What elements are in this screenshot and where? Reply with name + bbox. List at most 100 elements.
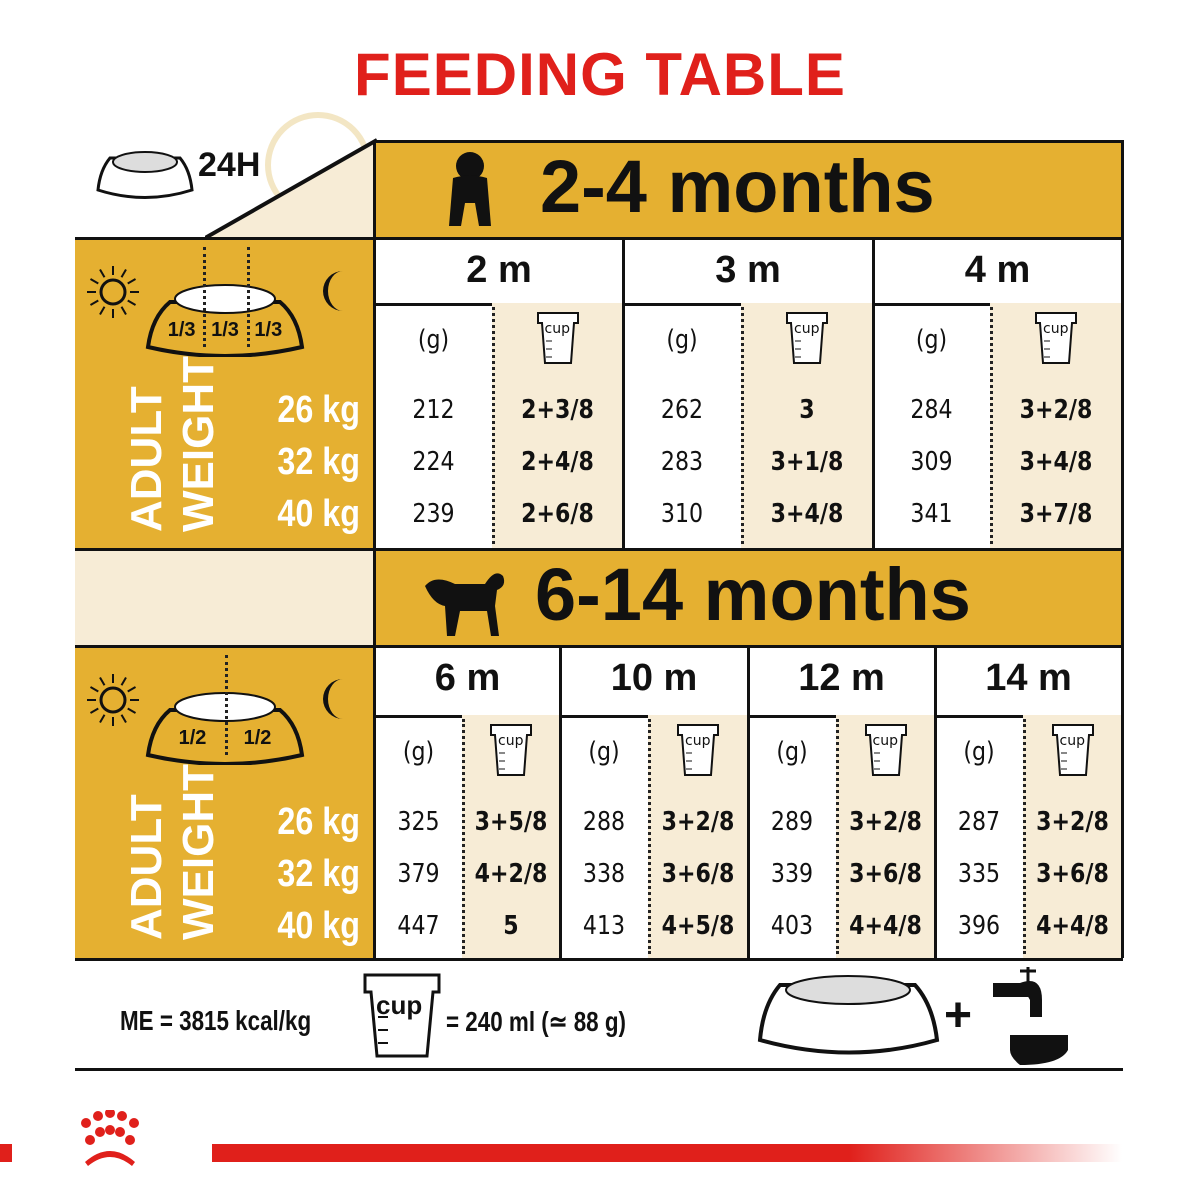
cup-label: cup [685, 733, 711, 749]
grams-value: 310 [660, 499, 704, 529]
adult-dog-silhouette-icon [425, 573, 505, 636]
cups-value: 2+4/8 [521, 447, 594, 477]
cups-value: 4+4/8 [849, 911, 922, 941]
portion-panel: ADULT WEIGHT [75, 237, 375, 548]
footer-bottom-rule [75, 1068, 1123, 1071]
rule [75, 237, 1123, 240]
grams-value: 339 [770, 859, 814, 889]
column-divider [1023, 719, 1026, 954]
grams-value: 283 [660, 447, 704, 477]
page-title: FEEDING TABLE [354, 41, 846, 108]
measuring-cup-icon: cup [362, 972, 442, 1058]
cups-value: 4+5/8 [661, 911, 735, 941]
grams-value: 224 [412, 447, 455, 477]
grams-value: 413 [582, 911, 626, 941]
grams-value: 403 [770, 911, 814, 941]
duration-label: 24H [198, 146, 261, 184]
grams-value: 239 [412, 499, 455, 529]
weight-label: WEIGHT [174, 764, 223, 940]
royal-canin-crown-logo [81, 1110, 139, 1166]
grams-value: 289 [770, 807, 814, 837]
cups-value: 3 [799, 395, 815, 425]
measuring-cup-icon: cup [864, 723, 908, 777]
cups-value: 3+4/8 [1019, 447, 1093, 477]
grams-value: 287 [957, 807, 1001, 837]
cups-value: 2+6/8 [521, 499, 594, 529]
column-divider [462, 719, 465, 954]
cup-label: cup [498, 733, 524, 749]
column-rule [934, 645, 937, 958]
band-label: 6-14 months [535, 553, 971, 636]
cup-label: cup [1059, 733, 1085, 749]
cups-value: 3+6/8 [849, 859, 922, 889]
adult-label: ADULT [122, 386, 171, 532]
measuring-cup-icon: cup [676, 723, 720, 777]
water-tap-icon [993, 967, 1068, 1065]
grams-header: (g) [588, 737, 620, 767]
age-column-header: 12 m [798, 657, 885, 699]
cups-value: 5 [503, 911, 519, 941]
moon-icon [323, 271, 343, 311]
cup-label: cup [794, 321, 820, 337]
cups-value: 3+1/8 [770, 447, 844, 477]
grams-value: 284 [910, 395, 953, 425]
weight-value: 40 kg [277, 493, 360, 535]
grams-value: 396 [957, 911, 1001, 941]
cups-value: 3+5/8 [474, 807, 548, 837]
cup-label: cup [1043, 321, 1069, 337]
cups-value: 2+3/8 [521, 395, 594, 425]
weight-value: 32 kg [277, 853, 360, 895]
column-rule [1121, 140, 1124, 548]
portion-fraction: 1/3 [211, 319, 239, 341]
portioned-bowl-icon [145, 284, 305, 357]
food-bowl-icon [96, 151, 194, 199]
measuring-cup-icon: cup [785, 311, 829, 365]
grams-value: 379 [397, 859, 440, 889]
portion-fraction: 1/2 [243, 727, 272, 749]
moon-icon [323, 679, 343, 719]
weight-value: 26 kg [277, 389, 360, 431]
weight-value: 26 kg [277, 801, 360, 843]
column-divider [990, 307, 993, 544]
age-band: 6-14 months [375, 548, 1122, 645]
grams-value: 325 [397, 807, 440, 837]
age-column-header: 4 m [964, 249, 1031, 291]
cup-label: cup [872, 733, 898, 749]
portion-divider [225, 655, 228, 755]
age-column-header: 3 m [715, 249, 781, 291]
grams-header: (g) [402, 737, 435, 767]
cups-value: 4+2/8 [474, 859, 548, 889]
grams-header: (g) [417, 325, 450, 355]
weight-value: 40 kg [277, 905, 360, 947]
grams-value: 335 [957, 859, 1001, 889]
cups-value: 4+4/8 [1036, 911, 1109, 941]
sun-icon [87, 674, 139, 726]
grams-value: 212 [412, 395, 455, 425]
rule [75, 548, 1123, 551]
portion-divider [246, 247, 250, 347]
grams-value: 341 [910, 499, 953, 529]
cups-value: 3+2/8 [1036, 807, 1109, 837]
grams-value: 309 [910, 447, 953, 477]
adult-label: ADULT [122, 794, 171, 940]
column-rule [872, 237, 875, 548]
column-divider [741, 307, 744, 544]
portion-fraction: 1/3 [254, 319, 283, 341]
column-rule [747, 645, 750, 958]
measuring-cup-icon: cup [1051, 723, 1095, 777]
grams-value: 288 [582, 807, 626, 837]
portion-fraction: 1/2 [178, 727, 207, 749]
grams-header: (g) [666, 325, 698, 355]
measuring-cup-icon: cup [1034, 311, 1078, 365]
column-divider [648, 719, 651, 954]
cups-value: 3+2/8 [849, 807, 922, 837]
column-divider [492, 307, 495, 544]
food-bowl-icon [757, 975, 940, 1055]
column-rule [373, 140, 376, 548]
weight-value: 32 kg [277, 441, 360, 483]
grams-value: 262 [660, 395, 704, 425]
cups-value: 3+6/8 [661, 859, 735, 889]
cups-value: 3+7/8 [1019, 499, 1093, 529]
rule [75, 645, 1123, 648]
cups-value: 3+2/8 [661, 807, 735, 837]
